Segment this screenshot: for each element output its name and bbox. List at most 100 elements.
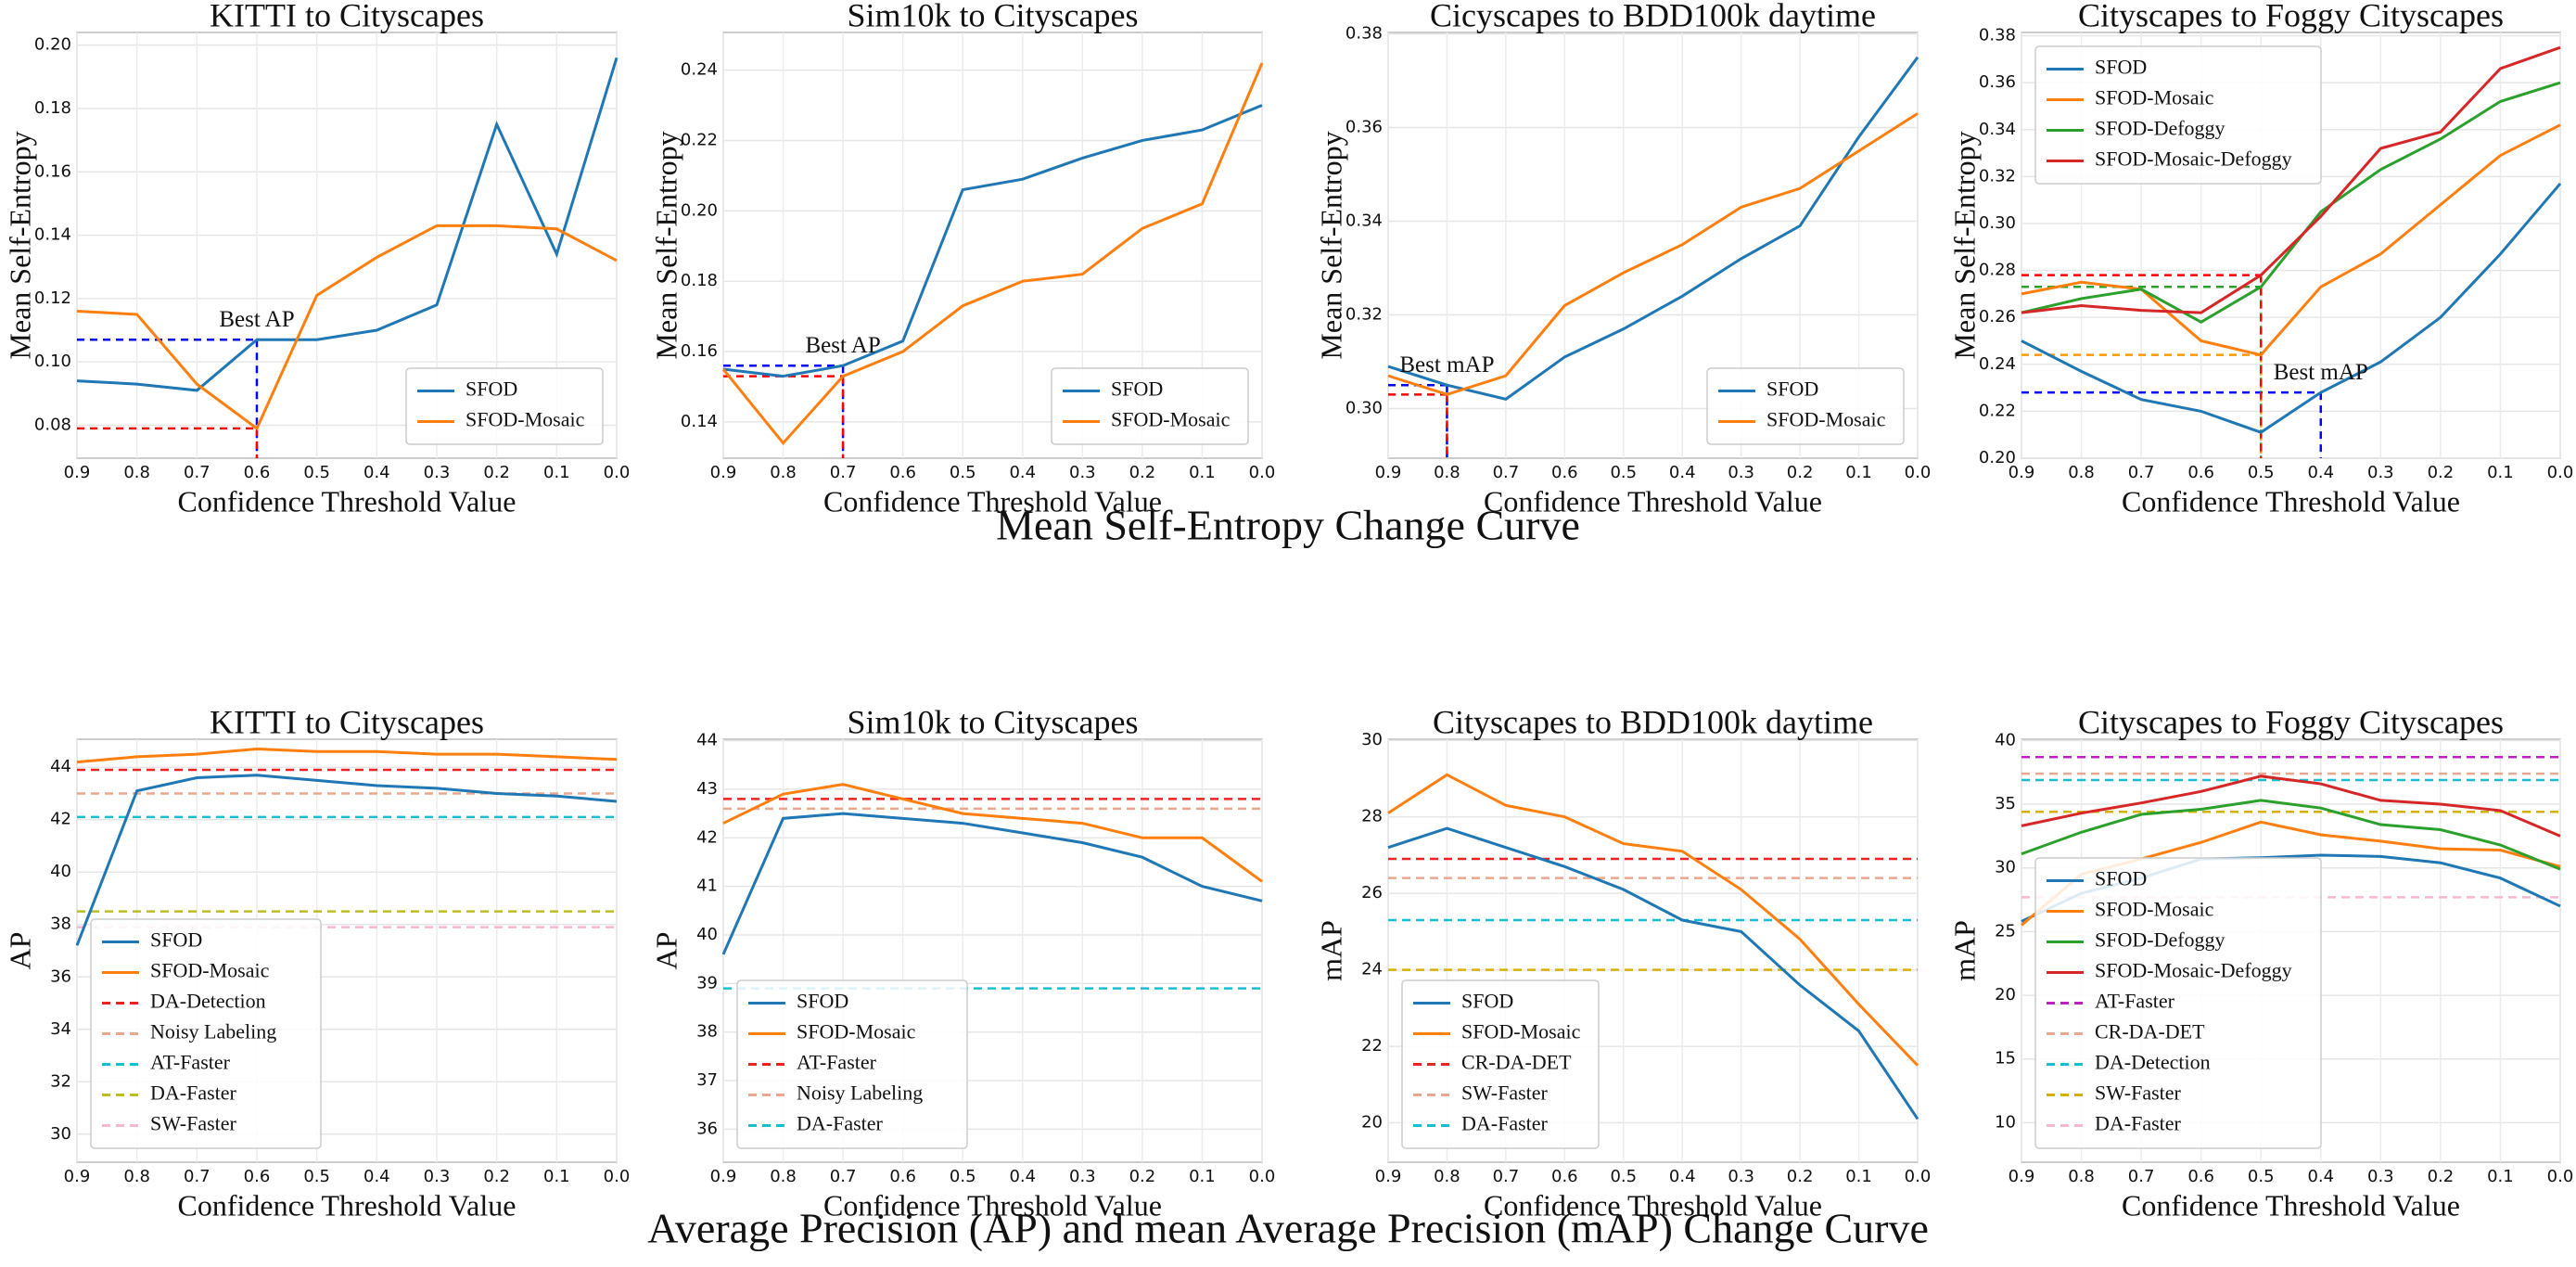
annotation: Best AP: [805, 333, 880, 358]
chart-title: KITTI to Cityscapes: [210, 0, 484, 33]
x-tick-label: 0.7: [1493, 463, 1520, 482]
x-tick-label: 0.3: [1069, 463, 1096, 482]
series-line: [2021, 123, 2561, 357]
y-tick-label: 0.26: [1979, 307, 2016, 326]
x-tick-label: 0.4: [2307, 1167, 2334, 1186]
x-tick-label: 0.5: [2248, 1167, 2275, 1186]
y-tick-label: 0.24: [681, 60, 718, 80]
x-axis-label: Confidence Threshold Value: [1484, 484, 1822, 518]
legend-box: [1706, 367, 1905, 445]
y-tick-label: 42: [50, 810, 71, 829]
y-tick-label: 39: [696, 973, 718, 992]
x-tick-label: 0.2: [483, 1167, 510, 1186]
x-tick-label: 0.6: [889, 1167, 916, 1186]
y-axis-label: Mean Self-Entropy: [649, 131, 682, 359]
legend-label: SW-Faster: [150, 1112, 237, 1135]
x-tick-label: 0.7: [1493, 1167, 1520, 1186]
legend-label: SFOD: [2095, 867, 2147, 890]
chart-title: Cicyscapes to BDD100k daytime: [1430, 0, 1876, 33]
x-tick-label: 0.9: [64, 463, 91, 482]
series-line: [721, 812, 1263, 955]
y-tick-label: 44: [696, 731, 718, 750]
x-tick-label: 0.8: [1434, 1167, 1460, 1186]
section-title: Average Precision (AP) and mean Average …: [647, 1205, 1929, 1252]
series-line: [2021, 81, 2561, 324]
x-tick-label: 0.0: [2547, 1167, 2574, 1186]
y-axis-label: Mean Self-Entropy: [1314, 131, 1347, 359]
x-tick-label: 0.0: [1249, 1167, 1276, 1186]
x-tick-label: 0.9: [1375, 1167, 1402, 1186]
x-tick-label: 0.1: [1845, 463, 1872, 482]
y-axis-label: Mean Self-Entropy: [1947, 131, 1981, 359]
y-tick-label: 40: [696, 925, 718, 944]
y-tick-label: 0.36: [1979, 72, 2016, 92]
y-tick-label: 0.20: [1979, 448, 2016, 467]
y-tick-label: 0.38: [1345, 24, 1383, 44]
x-tick-label: 0.5: [950, 463, 976, 482]
x-tick-label: 0.8: [770, 463, 797, 482]
y-tick-label: 0.12: [34, 288, 71, 308]
legend-label: DA-Faster: [2095, 1112, 2182, 1135]
legend-label: SFOD-Mosaic-Defoggy: [2095, 959, 2292, 982]
x-tick-label: 0.8: [123, 1167, 150, 1186]
x-tick-label: 0.2: [2428, 1167, 2455, 1186]
legend-box: [736, 979, 968, 1149]
legend-label: CR-DA-DET: [2095, 1020, 2205, 1043]
series-line: [1387, 56, 1919, 401]
x-tick-label: 0.4: [363, 1167, 390, 1186]
legend-box: [2034, 45, 2322, 185]
y-tick-label: 0.34: [1979, 120, 2016, 139]
x-axis-label: Confidence Threshold Value: [2122, 484, 2460, 518]
y-tick-label: 25: [1995, 921, 2016, 941]
x-tick-label: 0.0: [1905, 1167, 1932, 1186]
x-tick-label: 0.1: [1845, 1167, 1872, 1186]
x-tick-label: 0.2: [1787, 463, 1814, 482]
y-tick-label: 0.18: [34, 98, 71, 118]
y-tick-label: 30: [50, 1124, 71, 1144]
legend-label: SFOD-Mosaic-Defoggy: [2095, 147, 2292, 171]
y-tick-label: 0.34: [1345, 211, 1383, 230]
series-line: [2021, 774, 2561, 838]
series-line: [75, 774, 618, 946]
legend-box: [1051, 367, 1249, 445]
x-tick-label: 0.6: [1551, 463, 1578, 482]
legend-label: SFOD-Mosaic: [797, 1020, 916, 1043]
x-tick-label: 0.1: [543, 463, 570, 482]
chart-title: KITTI to Cityscapes: [210, 703, 484, 740]
legend-box: [2034, 857, 2322, 1149]
y-tick-label: 30: [1361, 730, 1383, 749]
series-line: [722, 104, 1263, 378]
x-tick-label: 0.5: [303, 463, 330, 482]
legend-label: SFOD: [1461, 990, 1513, 1013]
y-tick-label: 35: [1995, 794, 2016, 813]
x-tick-label: 0.8: [770, 1167, 797, 1186]
annotation: Best mAP: [1399, 352, 1494, 378]
legend-label: Noisy Labeling: [797, 1081, 923, 1105]
x-tick-label: 0.6: [1551, 1167, 1578, 1186]
x-tick-label: 0.0: [1905, 463, 1932, 482]
series-line: [1387, 773, 1919, 1067]
legend-label: DA-Detection: [2095, 1051, 2211, 1074]
x-axis-label: Confidence Threshold Value: [823, 484, 1162, 518]
series-line: [76, 224, 618, 431]
y-tick-label: 20: [1995, 985, 2016, 1005]
legend-label: DA-Faster: [1461, 1112, 1549, 1135]
x-tick-label: 0.3: [1728, 463, 1754, 482]
x-tick-label: 0.3: [2367, 463, 2394, 482]
x-tick-label: 0.9: [2009, 463, 2035, 482]
legend-box: [1401, 979, 1600, 1149]
y-tick-label: 40: [1995, 730, 2016, 749]
x-tick-label: 0.7: [2128, 463, 2155, 482]
x-tick-label: 0.1: [543, 1167, 570, 1186]
y-axis-label: AP: [649, 932, 682, 970]
chart-title: Sim10k to Cityscapes: [848, 0, 1139, 33]
x-tick-label: 0.3: [424, 463, 451, 482]
x-tick-label: 0.4: [363, 463, 390, 482]
y-tick-label: 0.32: [1345, 304, 1383, 324]
legend-label: SFOD-Mosaic: [1111, 408, 1231, 431]
legend-label: CR-DA-DET: [1461, 1051, 1572, 1074]
x-tick-label: 0.2: [483, 463, 510, 482]
x-tick-label: 0.4: [2307, 463, 2334, 482]
x-tick-label: 0.2: [1787, 1167, 1814, 1186]
